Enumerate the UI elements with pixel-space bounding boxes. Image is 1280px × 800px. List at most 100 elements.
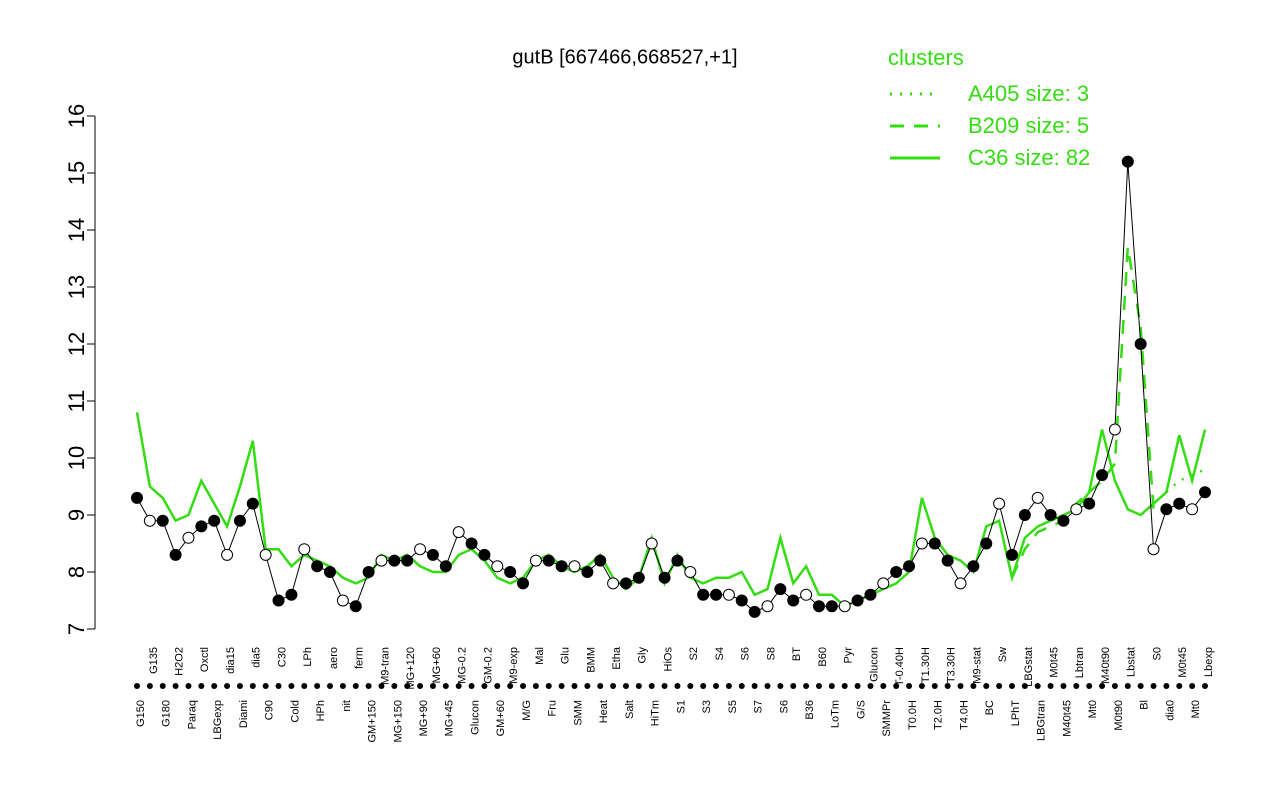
- rug: [597, 683, 604, 689]
- rug: [674, 683, 681, 689]
- data-point: [1173, 497, 1186, 510]
- rug: [314, 683, 321, 689]
- y-tick-label: 16: [64, 104, 89, 128]
- data-point: [903, 560, 916, 573]
- data-point: [1108, 423, 1121, 436]
- data-point: [581, 566, 594, 578]
- data-point: [645, 537, 658, 550]
- data-point: [1031, 491, 1044, 504]
- x-tick-label: SMMPr: [881, 700, 893, 737]
- data-point: [825, 600, 838, 613]
- data-point: [555, 560, 568, 573]
- rug: [880, 683, 887, 689]
- data-point: [478, 548, 491, 561]
- rug: [622, 683, 629, 689]
- rug: [944, 683, 951, 689]
- x-tick-label: G180: [161, 700, 173, 727]
- data-point: [864, 588, 877, 601]
- legend-label: B209 size: 5: [968, 113, 1089, 138]
- x-tick-label: LBGtran: [1036, 700, 1048, 741]
- data-point: [414, 543, 427, 556]
- rug: [970, 683, 977, 689]
- data-point: [890, 566, 903, 578]
- data-point: [735, 594, 748, 607]
- data-line: [136, 161, 1206, 613]
- data-point: [684, 566, 697, 578]
- data-point: [619, 577, 632, 590]
- data-point: [1121, 155, 1134, 168]
- x-tick-label: Lbtran: [1074, 647, 1086, 678]
- x-tick-label: M40t90: [1100, 647, 1112, 684]
- data-point: [1083, 497, 1096, 510]
- x-tick-label: Glu: [560, 647, 572, 664]
- rug: [545, 683, 552, 689]
- x-tick-label: Diami: [238, 700, 250, 728]
- x-tick-label: Lbexp: [1203, 647, 1215, 677]
- data-point: [1005, 548, 1018, 561]
- legend: A405 size: 3 B209 size: 5 C36 size: 82: [890, 81, 1090, 170]
- data-point: [993, 497, 1006, 510]
- data-point: [439, 560, 452, 573]
- data-point: [259, 548, 272, 561]
- data-point: [465, 537, 478, 550]
- rug: [1124, 683, 1131, 689]
- data-point: [1070, 503, 1083, 516]
- rug: [172, 683, 179, 689]
- rug: [1150, 683, 1157, 689]
- rug: [468, 683, 475, 689]
- legend-title: clusters: [888, 45, 964, 70]
- x-tick-label: LoTm: [830, 700, 842, 728]
- rug: [520, 683, 527, 689]
- x-tick-label: MG+150: [392, 700, 404, 743]
- x-tick-label: S6: [740, 647, 752, 660]
- rug: [1073, 683, 1080, 689]
- data-point: [877, 577, 890, 590]
- data-point: [954, 577, 967, 590]
- x-tick-label: MG+45: [444, 700, 456, 736]
- x-tick-label: Glucon: [469, 700, 481, 735]
- data-point: [1096, 469, 1109, 482]
- rug: [134, 683, 140, 689]
- x-tick-label: C30: [276, 647, 288, 667]
- rug: [1111, 683, 1118, 689]
- data-point: [915, 537, 928, 550]
- rug: [815, 683, 822, 689]
- data-point: [787, 594, 800, 607]
- legend-label: C36 size: 82: [968, 145, 1090, 170]
- rug: [983, 683, 990, 689]
- rug: [700, 683, 707, 689]
- data-point: [1057, 514, 1070, 527]
- data-point: [967, 560, 980, 573]
- data-point: [349, 600, 362, 613]
- cluster-line: [135, 412, 1207, 608]
- rug: [185, 683, 192, 689]
- x-tick-label: Mt0: [1190, 700, 1202, 718]
- x-tick-label: C90: [264, 700, 276, 720]
- x-tick-label: G/S: [855, 700, 867, 719]
- x-tick-label: GM-0.2: [482, 647, 494, 684]
- x-tick-label: HiTm: [650, 700, 662, 726]
- y-tick-label: 11: [64, 390, 89, 413]
- data-point: [1199, 486, 1211, 499]
- data-point: [517, 577, 530, 590]
- data-point: [568, 560, 581, 573]
- x-tick-label: BMM: [585, 647, 597, 673]
- rug: [803, 683, 810, 689]
- rug: [751, 683, 758, 689]
- y-tick-label: 10: [64, 446, 89, 470]
- rug: [996, 683, 1003, 689]
- x-tick-label: M9-stat: [971, 647, 983, 684]
- x-tick-label: M0t90: [1113, 700, 1125, 731]
- rug: [1137, 683, 1144, 689]
- rug: [635, 683, 642, 689]
- data-point: [542, 554, 555, 567]
- x-tick-label: S0: [1151, 647, 1163, 660]
- x-tick-label: Fru: [547, 700, 559, 717]
- data-point: [761, 600, 774, 613]
- x-tick-label: T2.0H: [933, 700, 945, 730]
- x-tick-label: Sw: [997, 647, 1009, 662]
- data-point: [812, 600, 825, 613]
- rug: [1008, 683, 1015, 689]
- x-tick-label: GM+150: [367, 700, 379, 743]
- x-tick-label: LBGstat: [1023, 647, 1035, 687]
